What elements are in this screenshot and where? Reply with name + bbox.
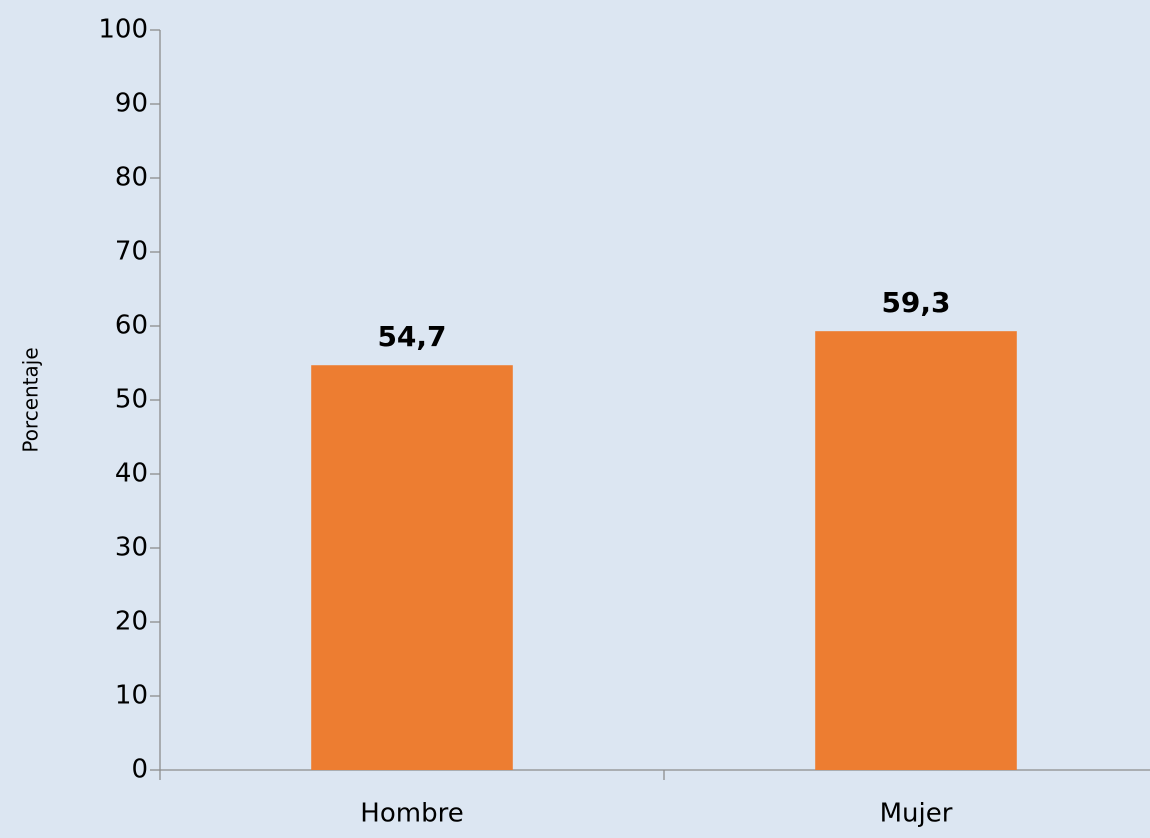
x-tick-label: Hombre (360, 799, 463, 829)
y-tick-label: 20 (115, 607, 148, 637)
data-label: 59,3 (881, 286, 950, 319)
bar (815, 331, 1017, 770)
y-tick-label: 0 (131, 755, 148, 785)
y-tick-label: 50 (115, 385, 148, 415)
bar (311, 365, 513, 770)
y-tick-label: 10 (115, 681, 148, 711)
y-axis-label: Porcentaje (19, 347, 43, 452)
y-tick-label: 100 (98, 15, 148, 45)
y-tick-label: 70 (115, 237, 148, 267)
y-tick-label: 40 (115, 459, 148, 489)
y-tick-label: 30 (115, 533, 148, 563)
data-label: 54,7 (377, 320, 446, 353)
y-tick-label: 60 (115, 311, 148, 341)
x-tick-label: Mujer (880, 799, 953, 829)
y-tick-label: 90 (115, 89, 148, 119)
y-tick-label: 80 (115, 163, 148, 193)
